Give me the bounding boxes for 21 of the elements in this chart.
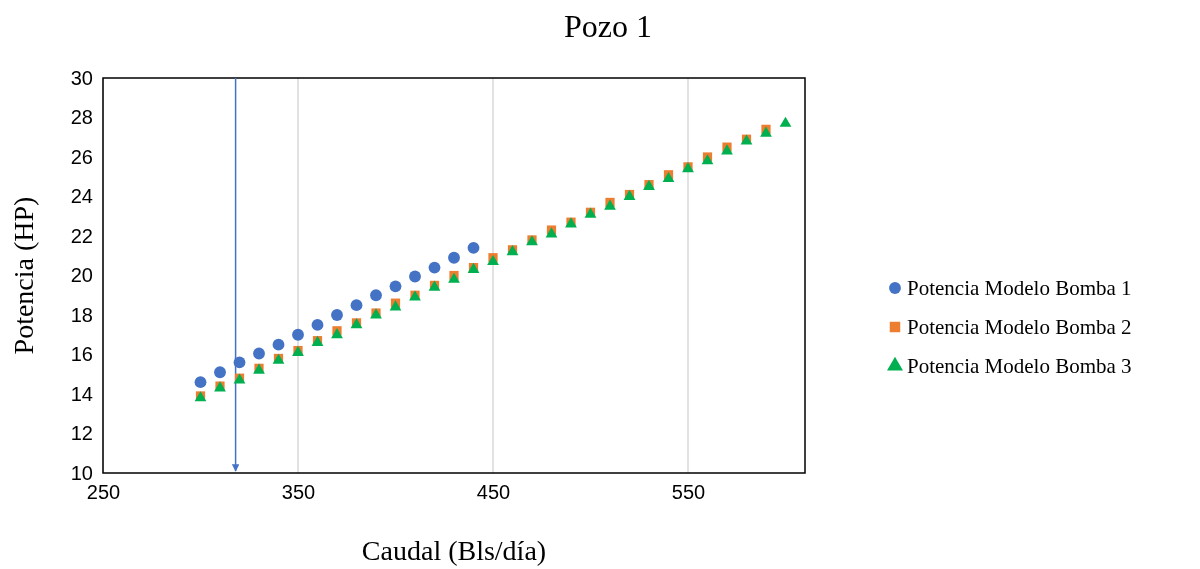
y-tick-label: 12 [70,422,93,445]
x-tick-label: 350 [281,481,316,504]
y-tick-label: 22 [70,224,93,247]
x-tick-label: 550 [671,481,706,504]
x-tick-label: 250 [86,481,121,504]
legend-label: Potencia Modelo Bomba 3 [907,354,1132,378]
chart-title: Pozo 1 [564,8,652,44]
legend-label: Potencia Modelo Bomba 2 [907,315,1132,339]
y-tick-label: 28 [70,106,93,129]
y-tick-label: 14 [70,382,93,405]
y-tick-label: 26 [70,145,93,168]
y-tick-label: 18 [70,303,93,326]
y-tick-label: 10 [70,461,93,484]
x-axis-title: Caudal (Bls/día) [361,535,547,566]
legend-label: Potencia Modelo Bomba 1 [907,276,1132,300]
y-tick-label: 24 [70,185,93,208]
x-tick-label: 450 [476,481,511,504]
y-axis-title: Potencia (HP) [8,196,39,355]
y-tick-label: 20 [70,264,93,287]
y-tick-label: 30 [70,66,93,89]
y-tick-label: 16 [70,343,93,366]
